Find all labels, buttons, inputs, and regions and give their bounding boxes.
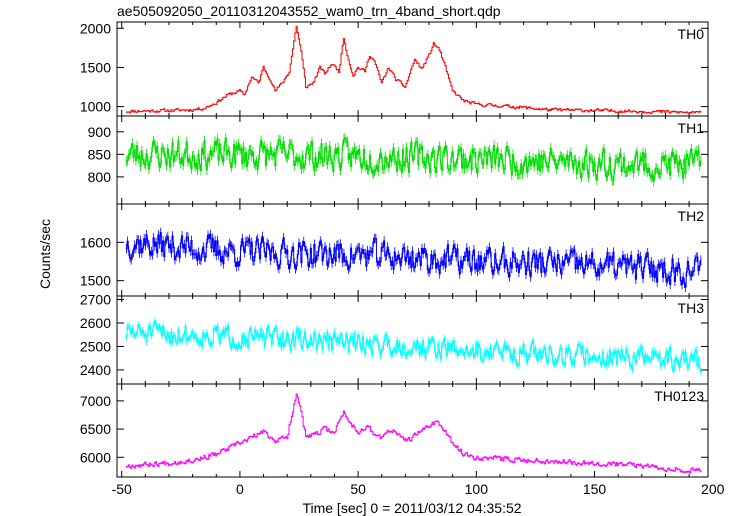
series-line: [125, 137, 702, 182]
y-tick-label: 2000: [80, 20, 111, 36]
x-tick-label: 200: [701, 481, 725, 497]
series-error-bars: [126, 317, 702, 376]
y-tick-label: 6500: [80, 421, 111, 437]
x-axis-label: Time [sec] 0 = 2011/03/12 04:35:52: [302, 500, 521, 516]
x-tick-label: 50: [350, 481, 366, 497]
y-tick-label: 1500: [80, 273, 111, 289]
y-tick-label: 7000: [80, 393, 111, 409]
series-line: [125, 320, 702, 373]
series-error-bars: [126, 25, 702, 115]
y-tick-label: 850: [88, 146, 112, 162]
panel-frame: [116, 383, 709, 478]
y-tick-label: 2400: [80, 362, 111, 378]
chart-panels: 1000 1500 2000 TH0 800 850 900 TH1 1500 1600 TH2 24…: [80, 20, 709, 478]
x-tick-label: 100: [465, 481, 489, 497]
series-line: [125, 25, 702, 114]
y-tick-label: 1500: [80, 59, 111, 75]
x-tick-label: 0: [236, 481, 244, 497]
x-axis: -50 0 50 100 150 200: [112, 481, 725, 497]
series-line: [125, 393, 702, 474]
panel-th1: 800 850 900 TH1: [88, 115, 709, 205]
y-tick-label: 800: [88, 169, 112, 185]
panel-th2: 1500 1600 TH2: [80, 203, 709, 297]
y-tick-label: 900: [88, 124, 112, 140]
y-tick-label: 2600: [80, 315, 111, 331]
y-tick-label: 2500: [80, 338, 111, 354]
series-error-bars: [126, 393, 702, 474]
series-th3: [125, 317, 702, 376]
series-error-bars: [126, 227, 702, 292]
panel-label: TH2: [678, 208, 705, 224]
panel-label: TH0123: [654, 388, 704, 404]
series-th0: [125, 25, 702, 115]
panel-frame: [116, 21, 709, 117]
y-axis-label: Counts/sec: [37, 219, 53, 289]
series-th0123: [125, 393, 702, 474]
series-th2: [125, 227, 702, 292]
panel-label: TH3: [678, 300, 705, 316]
y-tick-label: 1000: [80, 99, 111, 115]
y-tick-label: 1600: [80, 234, 111, 250]
panel-th0: 1000 1500 2000 TH0: [80, 20, 709, 117]
series-th1: [125, 133, 702, 187]
series-line: [125, 231, 702, 288]
panel-label: TH0: [678, 26, 705, 42]
y-tick-label: 6000: [80, 449, 111, 465]
panel-label: TH1: [678, 120, 705, 136]
panel-th0123: 6000 6500 7000 TH0123: [80, 383, 709, 478]
x-tick-label: -50: [112, 481, 132, 497]
chart-title: ae505092050_20110312043552_wam0_trn_4ban…: [117, 3, 501, 19]
panel-th3: 2400 2500 2600 2700 TH3: [80, 292, 709, 385]
x-tick-label: 150: [583, 481, 607, 497]
y-tick-label: 2700: [80, 292, 111, 308]
